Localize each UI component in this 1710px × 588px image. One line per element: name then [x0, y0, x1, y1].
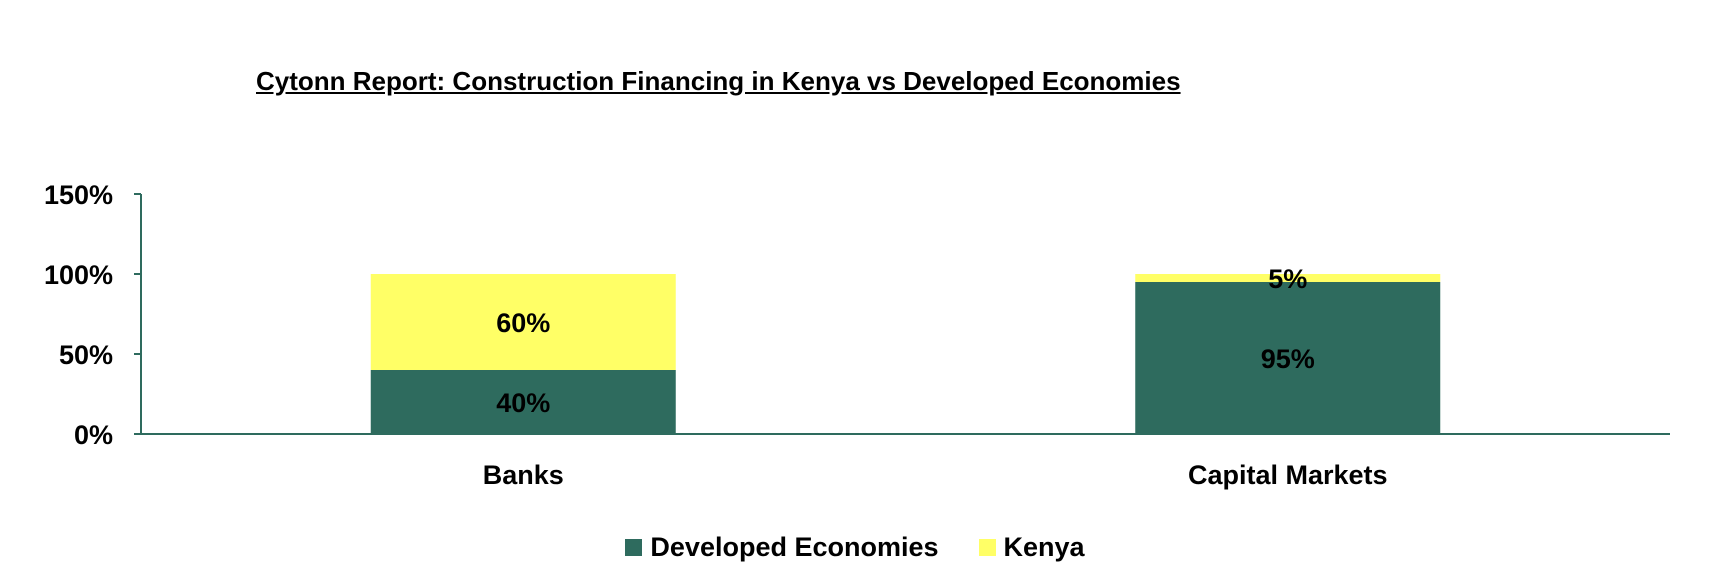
legend: Developed Economies Kenya: [0, 527, 1710, 567]
bar-banks-kenya: [370, 274, 676, 370]
chart-title: Cytonn Report: Construction Financing in…: [256, 66, 1181, 96]
data-label-capital-markets-kenya: 5%: [1268, 264, 1307, 294]
bar-capital-markets-kenya: [1135, 274, 1441, 282]
x-tick-label-capital-markets: Capital Markets: [1188, 460, 1388, 490]
y-tick-label-1: 50%: [59, 340, 113, 370]
y-tick-label-2: 100%: [44, 260, 113, 290]
y-tick-label-3: 150%: [44, 180, 113, 210]
x-tick-label-banks: Banks: [483, 460, 564, 490]
legend-item-developed-economies: Developed Economies: [625, 531, 939, 563]
data-label-banks-kenya: 60%: [496, 308, 550, 338]
bar-banks-developed-economies: [370, 370, 676, 434]
data-label-banks-developed-economies: 40%: [496, 388, 550, 418]
legend-swatch-kenya: [978, 538, 996, 556]
plot-area: Banks Capital Markets 40% 60% 95% 5% 0% 50% 100%…: [44, 180, 1670, 490]
y-tick-label-0: 0%: [74, 420, 113, 450]
data-label-capital-markets-developed-economies: 95%: [1261, 344, 1315, 374]
legend-label-developed-economies: Developed Economies: [650, 531, 939, 562]
legend-swatch-developed-economies: [625, 538, 643, 556]
legend-item-kenya: Kenya: [978, 531, 1085, 563]
legend-label-kenya: Kenya: [1003, 531, 1085, 562]
bar-capital-markets-developed-economies: [1135, 282, 1441, 434]
